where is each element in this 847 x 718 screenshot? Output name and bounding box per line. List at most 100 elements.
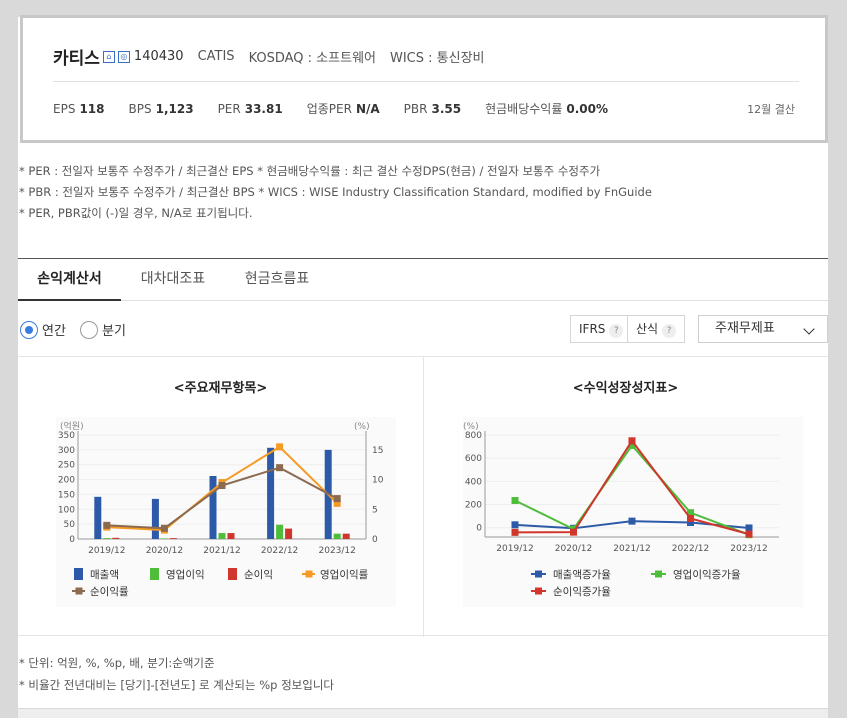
x-tick-label: 2021/12 — [613, 544, 650, 554]
bar-영업이익 — [333, 533, 341, 539]
marker-영업이익률 — [333, 499, 341, 507]
footnote-line: * 단위: 억원, %, %p, 배, 분기:순액기준 — [19, 656, 215, 670]
y-tick-label: 200 — [58, 476, 75, 486]
note-line: * PBR : 전일자 보통주 수정주가 / 최근결산 BPS * WICS :… — [19, 185, 652, 199]
tabs-top-rule — [18, 258, 828, 259]
marker-영업이익증가율 — [511, 496, 519, 504]
metric-pbr: PBR 3.55 — [404, 102, 461, 116]
company-code: 140430 — [133, 49, 184, 64]
unit-notes: * 단위: 억원, %, %p, 배, 분기:순액기준 * 비율간 전년대비는 … — [19, 652, 334, 696]
frame-left — [0, 0, 18, 718]
tab-balance-sheet[interactable]: 대차대조표 — [140, 271, 206, 287]
bar-영업이익 — [160, 538, 168, 539]
note-line: * PER, PBR값이 (-)일 경우, N/A로 표기됩니다. — [19, 206, 253, 220]
y-axis-unit: (억원) — [60, 420, 84, 432]
ifrs-label: IFRS — [579, 322, 606, 336]
tab-cash-flow[interactable]: 현금흐름표 — [244, 271, 310, 287]
metric-eps-value: 118 — [79, 101, 105, 116]
statement-type-value: 주재무제표 — [715, 321, 775, 336]
chart-title-financials: <주요재무항목> — [173, 381, 268, 396]
x-tick-label: 2022/12 — [672, 544, 709, 554]
bar-순이익 — [112, 537, 120, 539]
tab-income-statement[interactable]: 손익계산서 — [18, 259, 121, 301]
radio-unchecked-icon — [80, 320, 98, 339]
help-icon[interactable]: ? — [662, 324, 677, 338]
company-header: 카티스 ⌂ ◎ 140430 CATIS KOSDAQ : 소프트웨어 WICS… — [53, 44, 485, 69]
bar-매출액 — [267, 447, 275, 539]
legend-swatch — [150, 568, 159, 580]
radio-checked-icon — [20, 320, 38, 339]
plot-background — [56, 417, 396, 607]
marker-매출액증가율 — [687, 519, 694, 527]
home-icon[interactable]: ⌂ — [102, 50, 115, 63]
legend-swatch — [535, 570, 542, 578]
x-tick-label: 2021/12 — [203, 546, 240, 556]
legend-swatch — [655, 570, 662, 578]
x-tick-label: 2023/12 — [319, 546, 356, 556]
formula-label: 산식 — [636, 322, 659, 336]
y2-tick-label: 15 — [372, 446, 383, 456]
radio-quarter-label: 분기 — [102, 324, 126, 339]
bar-영업이익 — [276, 524, 284, 539]
legend-label: 순이익률 — [90, 586, 129, 598]
y-tick-label: 200 — [465, 501, 482, 511]
marker-영업이익증가율 — [687, 509, 694, 517]
help-icon[interactable]: ? — [609, 324, 624, 338]
y-tick-label: 0 — [476, 524, 482, 534]
metric-bps: BPS 1,123 — [129, 102, 194, 116]
footnote-line: * 비율간 전년대비는 [당기]-[전년도] 로 계산되는 %p 정보입니다 — [19, 678, 334, 692]
legend-swatch — [305, 570, 313, 578]
ir-icon[interactable]: ◎ — [117, 50, 130, 63]
bar-매출액 — [151, 498, 159, 539]
marker-순이익증가율 — [745, 530, 753, 538]
y2-axis-unit: (%) — [354, 422, 370, 432]
metric-eps: EPS 118 — [53, 102, 105, 116]
x-tick-label: 2022/12 — [261, 546, 298, 556]
growth-chart: (%) 0 200 400 600 800 2019/12 2020/12 2021/12 202… — [463, 417, 803, 607]
metric-bps-label: BPS — [128, 101, 152, 116]
company-name: 카티스 — [53, 49, 100, 69]
y-tick-label: 100 — [58, 505, 75, 515]
radio-quarter[interactable]: 분기 — [80, 320, 126, 339]
metric-industry-per-value: N/A — [355, 102, 380, 116]
frame-top — [0, 0, 847, 17]
frame-right — [828, 0, 847, 718]
bar-순이익 — [169, 538, 177, 539]
y-tick-label: 150 — [58, 490, 75, 500]
bar-매출액 — [94, 496, 102, 539]
y2-tick-label: 5 — [372, 505, 378, 515]
statement-type-select[interactable]: 주재무제표 — [698, 315, 828, 343]
company-english-name: CATIS — [197, 49, 235, 64]
y-tick-label: 300 — [58, 446, 75, 456]
chart-title-growth: <수익성장성지표> — [572, 381, 679, 396]
settlement-month: 12월 결산 — [747, 103, 795, 116]
metric-dividend-value: 0.00% — [566, 102, 608, 116]
marker-영업이익증가율 — [628, 441, 636, 449]
radio-annual-label: 연간 — [42, 324, 66, 339]
y-tick-label: 800 — [465, 431, 482, 441]
y-tick-label: 400 — [465, 477, 482, 487]
legend-label: 영업이익률 — [320, 568, 369, 581]
y2-tick-label: 0 — [372, 535, 378, 545]
marker-순이익률 — [160, 524, 168, 532]
ifrs-button[interactable]: IFRS? — [570, 315, 633, 343]
metric-dividend-yield: 현금배당수익률 0.00% — [485, 100, 608, 117]
x-tick-label: 2019/12 — [496, 544, 533, 554]
legend-label: 매출액 — [90, 569, 119, 581]
metric-dividend-label: 현금배당수익률 — [485, 102, 563, 116]
chart-area: <주요재무항목> <수익성장성지표> (억원) (%) 0 50 100 150 200 25… — [18, 356, 828, 637]
statement-tabs: 손익계산서 대차대조표 현금흐름표 — [18, 259, 828, 301]
legend-label: 매출액증가율 — [553, 569, 611, 581]
chevron-down-icon — [803, 323, 815, 335]
financials-chart: (억원) (%) 0 50 100 150 200 250 300 350 0 5 10 15 2019/1… — [56, 417, 396, 607]
bottom-strip — [18, 708, 828, 718]
bar-순이익 — [227, 533, 235, 539]
formula-button[interactable]: 산식? — [627, 315, 686, 343]
metric-per-label: PER — [217, 101, 241, 116]
metric-industry-per-label: 업종PER — [306, 102, 352, 116]
radio-annual[interactable]: 연간 — [20, 320, 66, 339]
chart-controls: 연간 분기 IFRS? 산식? 주재무제표 — [18, 315, 828, 345]
metric-pbr-label: PBR — [403, 101, 428, 116]
legend-swatch — [74, 568, 83, 580]
metrics-row: EPS 118 BPS 1,123 PER 33.81 업종PER N/A PBR 3.5… — [53, 100, 632, 117]
